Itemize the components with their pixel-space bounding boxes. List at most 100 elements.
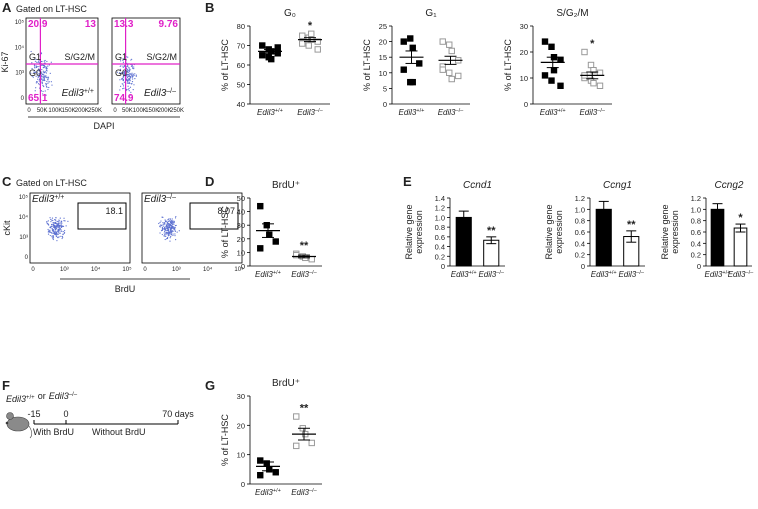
data-point	[400, 66, 407, 73]
flow-event	[165, 225, 167, 227]
flow-event	[127, 74, 129, 76]
flow-event	[54, 231, 56, 233]
flow-event	[45, 67, 47, 69]
bar	[455, 216, 472, 267]
panel-label: F	[2, 378, 10, 393]
flow-event	[47, 77, 50, 79]
gene-name: Edil3	[62, 88, 85, 99]
flow-event	[128, 78, 131, 81]
x-tick-label: 10⁵	[234, 266, 244, 273]
y-tick-label: 0.4	[575, 239, 585, 248]
y-axis-label: % of LT-HSC	[220, 39, 230, 91]
flow-event	[168, 226, 171, 228]
flow-event	[122, 79, 125, 81]
y-tick-label: 40	[237, 100, 245, 109]
data-point	[581, 48, 588, 56]
x-tick-label: 50K	[37, 108, 48, 114]
y-tick-label: 0.6	[575, 228, 585, 237]
flow-event	[58, 236, 60, 238]
chart-title: BrdU⁺	[272, 180, 300, 191]
flow-event	[65, 225, 67, 227]
flow-event	[173, 223, 175, 225]
y-tick-label: 0.6	[435, 233, 445, 242]
flow-event	[60, 235, 62, 237]
flow-event	[166, 226, 168, 228]
data-point	[299, 32, 306, 39]
flow-event	[129, 80, 131, 82]
timeline-tick-label: 70 days	[162, 409, 194, 419]
flow-event	[53, 230, 55, 232]
flow-event	[50, 221, 52, 223]
flow-event	[174, 217, 177, 219]
quadrant-value: 20.9	[28, 19, 48, 30]
flow-event	[49, 234, 51, 237]
y-tick-label: 30	[237, 392, 245, 401]
flow-event	[42, 84, 44, 87]
flow-event	[40, 53, 43, 55]
flow-event	[122, 59, 124, 61]
genotype-label: Edil3+/+	[540, 108, 566, 117]
y-tick-label: 0	[25, 255, 29, 261]
y-tick-label: 0	[383, 100, 387, 109]
genotype: +/+	[469, 270, 477, 276]
flow-event	[35, 58, 37, 60]
flow-event	[51, 235, 53, 237]
flow-event	[171, 221, 173, 223]
flow-event	[54, 219, 57, 221]
y-axis-label: % of LT-HSC	[220, 414, 230, 466]
flow-event	[119, 68, 122, 70]
flow-event	[31, 75, 33, 77]
flow-event	[57, 222, 60, 224]
flow-event	[46, 60, 48, 63]
x-tick-label: 200K	[75, 108, 89, 114]
y-tick-label: 1.2	[435, 204, 445, 213]
bar	[710, 208, 725, 267]
flow-event	[128, 67, 130, 69]
flow-event	[54, 228, 56, 230]
flow-event	[60, 223, 62, 225]
flow-event	[135, 74, 137, 76]
y-tick-label: 0.4	[691, 239, 701, 248]
flow-event	[42, 93, 44, 95]
genotype-label: Edil3+/+	[399, 108, 425, 117]
y-tick-label: 50	[237, 81, 245, 90]
flow-event	[45, 72, 48, 74]
genotype: +/+	[273, 270, 281, 276]
flow-event	[47, 220, 49, 222]
flow-event	[47, 88, 49, 91]
flow-event	[128, 82, 130, 84]
flow-event	[174, 235, 176, 237]
genotype-label: Edil3–/–	[297, 108, 323, 117]
flow-event	[57, 224, 59, 227]
flow-event	[59, 227, 61, 229]
flow-event	[42, 70, 44, 72]
flow-event	[61, 226, 63, 228]
gene-name: Edil3	[257, 108, 275, 117]
panel-label: B	[205, 0, 214, 15]
bar	[595, 208, 612, 267]
gene-name: Edil3	[591, 270, 609, 279]
flow-event	[158, 222, 160, 225]
flow-event	[169, 221, 172, 223]
flow-event	[52, 223, 55, 226]
flow-event	[43, 85, 45, 88]
x-tick-label: 250K	[88, 108, 102, 114]
flow-event	[57, 223, 59, 225]
bar	[733, 227, 748, 267]
flow-event	[164, 219, 166, 221]
mouse-icon	[5, 412, 33, 439]
data-point	[550, 67, 558, 74]
flow-event	[129, 86, 132, 88]
flow-event	[41, 81, 43, 83]
flow-event	[49, 217, 51, 219]
flow-event	[166, 229, 168, 232]
flow-event	[169, 237, 171, 239]
flow-event	[46, 86, 48, 88]
flow-event	[175, 239, 177, 241]
flow-event	[175, 215, 177, 218]
flow-event	[52, 237, 54, 239]
flow-event	[49, 226, 52, 229]
data-point	[257, 245, 264, 252]
flow-event	[123, 81, 125, 83]
